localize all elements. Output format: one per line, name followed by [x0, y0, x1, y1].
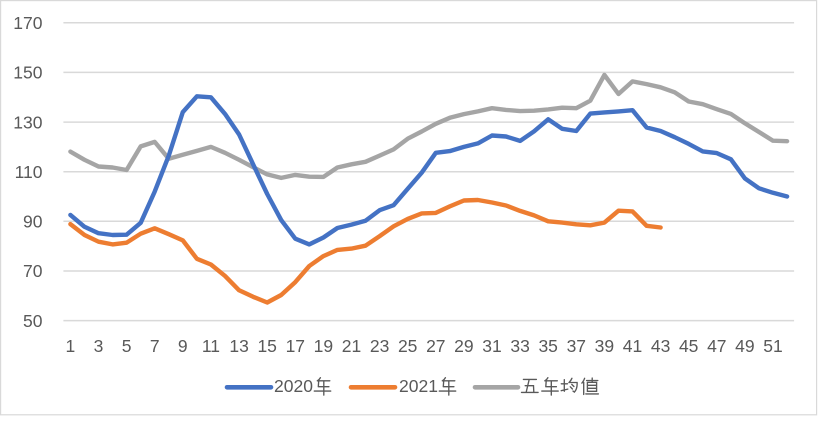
svg-text:51: 51 — [763, 336, 782, 356]
svg-text:21: 21 — [342, 336, 361, 356]
svg-text:19: 19 — [314, 336, 333, 356]
svg-text:45: 45 — [679, 336, 698, 356]
svg-text:2021: 2021 — [399, 376, 438, 396]
svg-text:11: 11 — [202, 336, 220, 356]
svg-text:25: 25 — [398, 336, 417, 356]
svg-text:43: 43 — [651, 336, 670, 356]
svg-text:1: 1 — [66, 336, 76, 356]
svg-text:5: 5 — [122, 336, 132, 356]
svg-text:47: 47 — [707, 336, 726, 356]
svg-text:15: 15 — [257, 336, 276, 356]
svg-text:50: 50 — [23, 311, 43, 331]
svg-text:27: 27 — [426, 336, 445, 356]
svg-text:150: 150 — [13, 63, 42, 83]
svg-text:70: 70 — [23, 261, 43, 281]
svg-text:33: 33 — [510, 336, 529, 356]
svg-text:2020: 2020 — [274, 376, 313, 396]
svg-text:35: 35 — [538, 336, 557, 356]
svg-text:31: 31 — [482, 336, 501, 356]
svg-text:41: 41 — [623, 336, 642, 356]
svg-text:29: 29 — [454, 336, 473, 356]
svg-text:3: 3 — [94, 336, 104, 356]
svg-text:170: 170 — [13, 13, 42, 33]
svg-text:110: 110 — [15, 162, 43, 182]
svg-text:7: 7 — [150, 336, 160, 356]
svg-text:130: 130 — [13, 112, 42, 132]
svg-text:39: 39 — [595, 336, 614, 356]
svg-text:37: 37 — [567, 336, 586, 356]
svg-text:17: 17 — [286, 336, 305, 356]
svg-text:9: 9 — [178, 336, 188, 356]
svg-text:90: 90 — [23, 212, 43, 232]
svg-text:49: 49 — [735, 336, 754, 356]
svg-text:23: 23 — [370, 336, 389, 356]
svg-text:13: 13 — [229, 336, 248, 356]
